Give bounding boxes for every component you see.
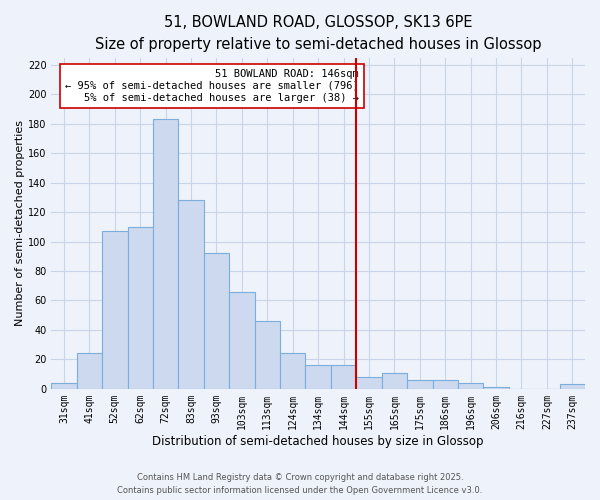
Bar: [382, 372, 407, 389]
Bar: [407, 380, 433, 389]
Bar: [254, 321, 280, 389]
Bar: [280, 354, 305, 389]
Y-axis label: Number of semi-detached properties: Number of semi-detached properties: [15, 120, 25, 326]
Bar: [77, 354, 102, 389]
Bar: [51, 383, 77, 389]
Bar: [153, 120, 178, 389]
X-axis label: Distribution of semi-detached houses by size in Glossop: Distribution of semi-detached houses by …: [152, 434, 484, 448]
Bar: [331, 366, 356, 389]
Bar: [458, 383, 484, 389]
Bar: [433, 380, 458, 389]
Bar: [356, 377, 382, 389]
Text: 51 BOWLAND ROAD: 146sqm
← 95% of semi-detached houses are smaller (796)
5% of se: 51 BOWLAND ROAD: 146sqm ← 95% of semi-de…: [65, 70, 359, 102]
Bar: [305, 366, 331, 389]
Bar: [102, 232, 128, 389]
Bar: [204, 254, 229, 389]
Bar: [229, 292, 254, 389]
Title: 51, BOWLAND ROAD, GLOSSOP, SK13 6PE
Size of property relative to semi-detached h: 51, BOWLAND ROAD, GLOSSOP, SK13 6PE Size…: [95, 15, 541, 52]
Text: Contains HM Land Registry data © Crown copyright and database right 2025.
Contai: Contains HM Land Registry data © Crown c…: [118, 474, 482, 495]
Bar: [128, 227, 153, 389]
Bar: [560, 384, 585, 389]
Bar: [484, 388, 509, 389]
Bar: [178, 200, 204, 389]
